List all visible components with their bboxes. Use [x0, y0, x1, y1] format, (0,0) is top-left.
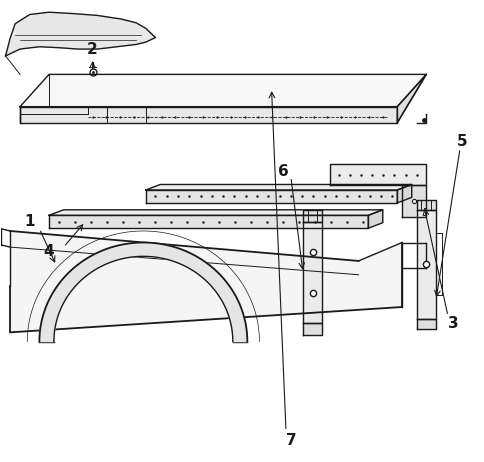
Polygon shape [146, 190, 396, 203]
Polygon shape [416, 318, 435, 328]
Polygon shape [329, 164, 425, 185]
Polygon shape [146, 184, 411, 190]
Polygon shape [5, 12, 155, 56]
Polygon shape [39, 243, 247, 341]
Polygon shape [401, 185, 425, 217]
Text: 7: 7 [285, 433, 296, 448]
Polygon shape [302, 210, 322, 222]
Polygon shape [302, 323, 322, 334]
Polygon shape [396, 74, 425, 123]
Polygon shape [367, 210, 382, 228]
Text: 4: 4 [44, 244, 54, 259]
Text: 2: 2 [87, 42, 98, 56]
Polygon shape [302, 222, 322, 323]
Text: 5: 5 [456, 134, 467, 149]
Polygon shape [416, 210, 435, 318]
Text: 6: 6 [278, 164, 288, 179]
Polygon shape [10, 231, 401, 332]
Polygon shape [49, 210, 382, 215]
Polygon shape [49, 215, 367, 228]
Polygon shape [20, 107, 396, 123]
Polygon shape [20, 74, 425, 107]
Polygon shape [396, 184, 411, 203]
Polygon shape [416, 200, 435, 210]
Text: 1: 1 [24, 214, 35, 229]
Text: 3: 3 [447, 316, 457, 331]
